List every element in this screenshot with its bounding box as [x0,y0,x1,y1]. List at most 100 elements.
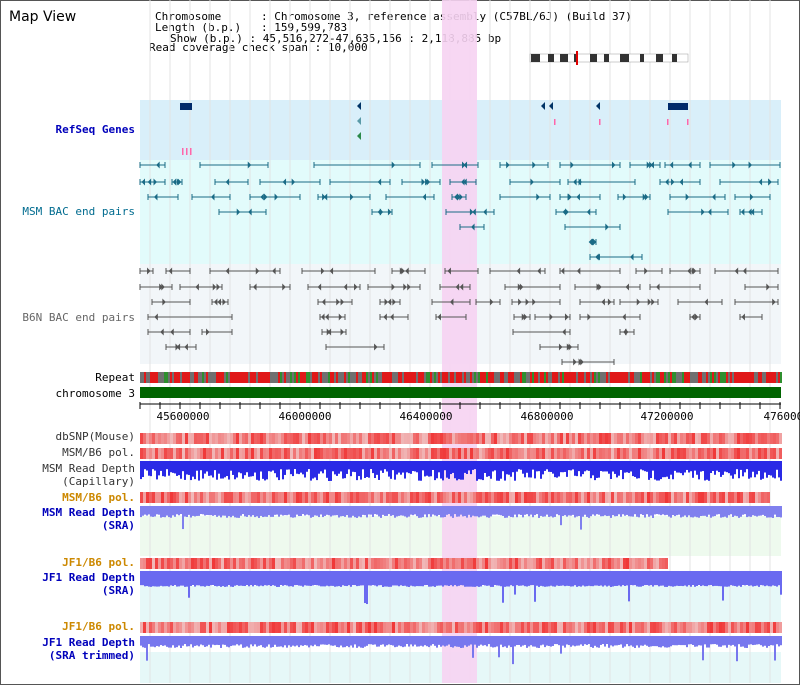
heat-cell [755,622,758,633]
heat-cell [344,433,347,444]
depth-bar [160,461,162,471]
depth-bar [602,506,604,517]
heat-cell [728,492,731,503]
depth-bar [694,571,696,587]
bac-end-arrow [463,161,468,169]
bac-end-arrow [565,208,569,216]
refseq-gene-track[interactable] [180,102,689,155]
repeat-mark [426,372,428,383]
heat-cell [509,622,512,633]
depth-bar [272,506,274,517]
heat-cell [359,433,362,444]
heat-cell [413,433,416,444]
depth-bar [542,506,544,517]
bac-end-arrow [322,193,326,201]
depth-bar [378,461,380,480]
depth-bar [256,571,258,586]
gene-tick [687,119,689,125]
depth-bar [680,571,682,586]
repeat-mark [140,372,142,383]
chromosome-ideogram[interactable] [529,51,689,65]
heat-cell [548,433,551,444]
track-label-b6n-bac[interactable]: B6N BAC end pairs [22,311,135,324]
repeat-mark [712,372,714,383]
heat-cell [236,448,239,459]
depth-bar [308,636,310,648]
repeat-mark [328,372,330,383]
depth-bar [380,636,382,645]
heat-cell [548,558,551,569]
depth-bar [724,506,726,517]
repeat-mark [586,372,588,383]
heat-cell [284,558,287,569]
heat-cell [191,448,194,459]
heat-cell [407,448,410,459]
heat-cell [242,433,245,444]
depth-bar [422,506,424,518]
heat-cell [605,433,608,444]
depth-bar [212,636,214,645]
b6n-bac-track[interactable] [139,267,779,366]
depth-bar [484,571,486,586]
heat-cell [572,448,575,459]
depth-bar [498,571,500,586]
depth-bar [190,636,192,645]
heat-cell [566,558,569,569]
depth-bar [400,461,402,475]
repeat-mark [700,372,702,383]
depth-bar [594,636,596,646]
depth-bar [334,636,336,646]
depth-bar [772,571,774,586]
repeat-mark [500,372,502,383]
depth-bar [410,571,412,586]
depth-bar [652,461,654,471]
depth-bar [470,636,472,645]
depth-bar [492,636,494,648]
heat-cell [155,448,158,459]
heat-cell [587,433,590,444]
depth-bar [458,636,460,647]
depth-bar [738,636,740,645]
highlight-region[interactable] [442,0,477,683]
depth-bar [552,506,554,518]
depth-bar [576,571,578,587]
repeat-mark [458,372,460,383]
bac-end-arrow [691,267,696,275]
bac-end-arrow [377,178,382,186]
depth-bar [340,571,342,587]
track-label-msm-bac[interactable]: MSM BAC end pairs [22,205,135,218]
heat-cell [344,448,347,459]
depth-bar [402,461,404,473]
heat-cell [734,448,737,459]
heat-cell [497,433,500,444]
heat-cell [578,433,581,444]
depth-bar [658,571,660,587]
repeat-mark [690,372,692,383]
repeat-mark [718,372,720,383]
depth-bar [702,506,704,516]
heat-cell [752,448,755,459]
depth-bar [568,461,570,471]
depth-bar [530,636,532,646]
heat-cell [635,622,638,633]
depth-bar [634,571,636,586]
bac-end-arrow [272,267,276,275]
heat-cell [737,448,740,459]
bac-end-arrow [236,208,241,216]
heat-cell [716,448,719,459]
depth-bar [442,636,444,646]
repeat-mark [608,372,610,383]
heat-cell [353,448,356,459]
msm-bac-track[interactable] [139,161,781,261]
depth-bar [328,571,330,587]
track-label-refseq[interactable]: RefSeq Genes [55,123,135,136]
depth-bar [614,461,616,474]
heat-cell [434,622,437,633]
depth-bar [198,506,200,516]
heat-cell [188,448,191,459]
depth-bar [380,571,382,586]
heat-cell [299,622,302,633]
repeat-mark [236,372,238,383]
depth-bar [220,506,222,518]
